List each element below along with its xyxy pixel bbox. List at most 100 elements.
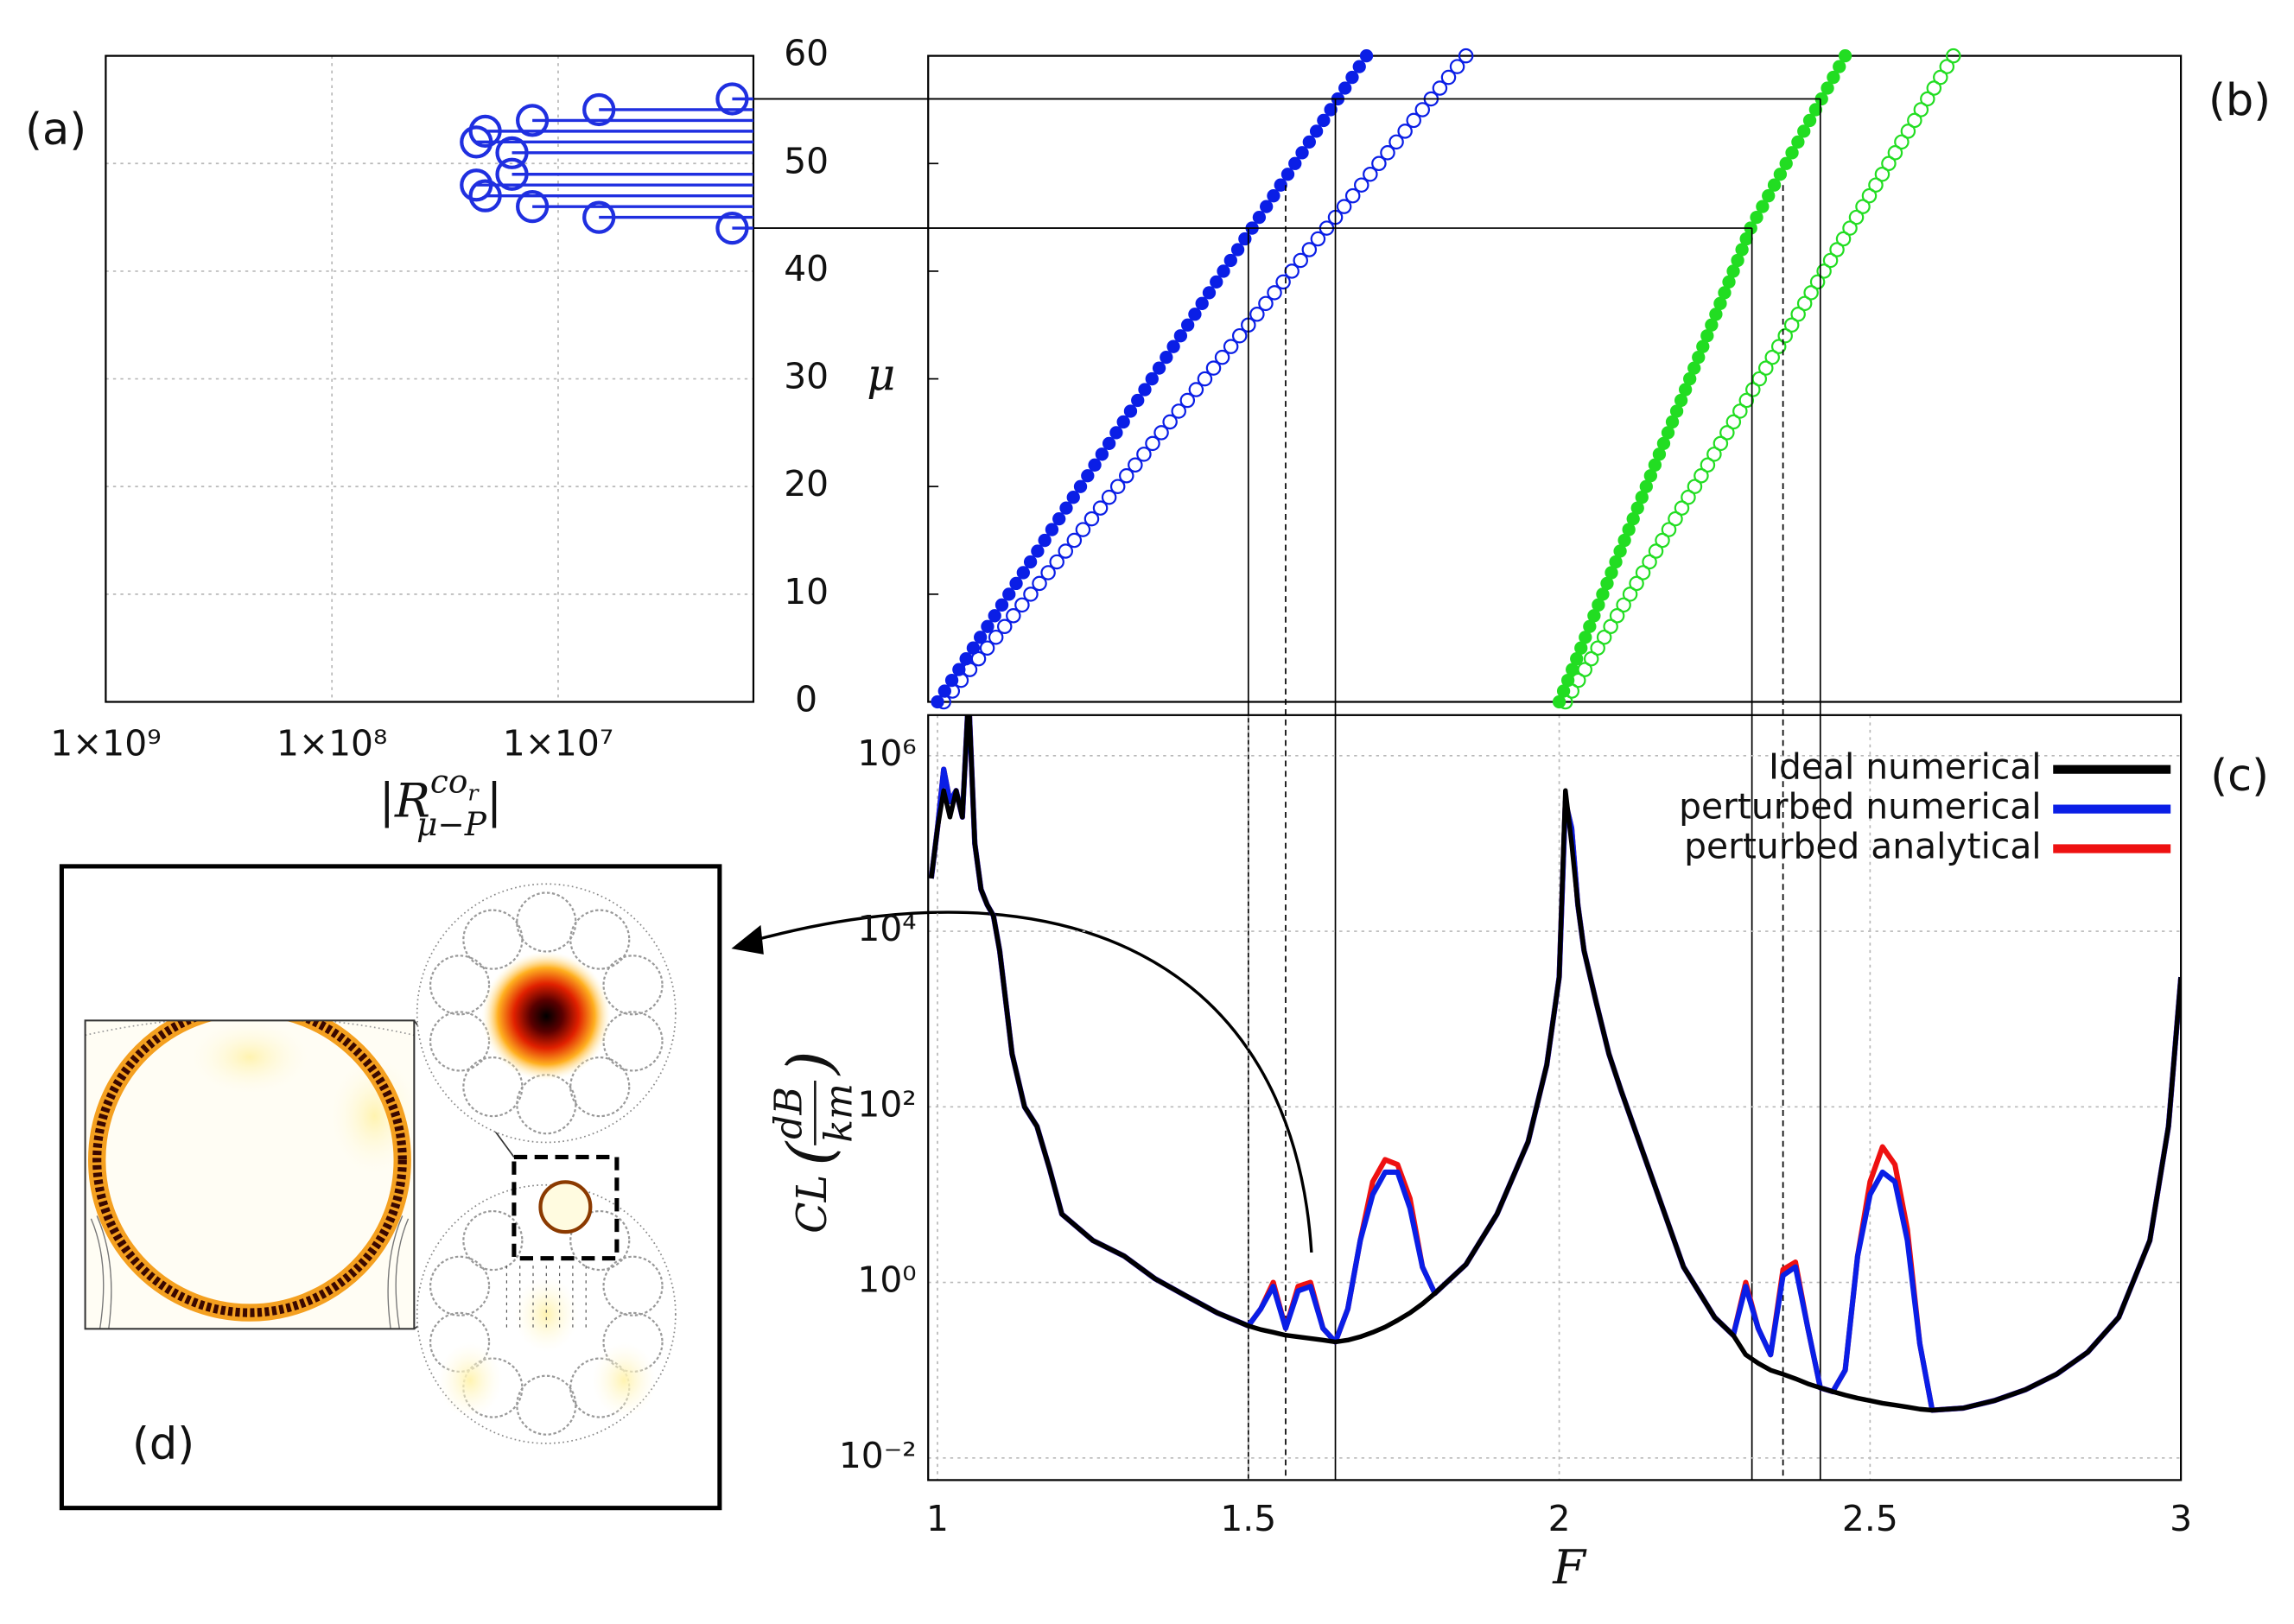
point — [1700, 329, 1714, 343]
fundamental-mode — [481, 951, 612, 1082]
y-tick-label: 10⁻² — [839, 1435, 917, 1476]
point — [1779, 156, 1793, 170]
point — [1835, 231, 1852, 247]
point — [1301, 242, 1318, 257]
point — [1596, 587, 1610, 601]
point — [1648, 458, 1662, 472]
x-tick-label: 3 — [2170, 1498, 2192, 1539]
point — [962, 662, 978, 677]
point — [1783, 317, 1800, 333]
point — [1630, 501, 1644, 515]
point — [1123, 404, 1138, 418]
point — [1939, 59, 1955, 74]
point — [1180, 318, 1195, 332]
x-tick-label: 2.5 — [1842, 1498, 1898, 1539]
point — [1406, 112, 1421, 129]
point — [1622, 523, 1636, 536]
point — [1210, 275, 1223, 289]
point — [1223, 339, 1239, 354]
point — [1317, 113, 1331, 128]
point — [1609, 608, 1625, 624]
point — [1109, 479, 1126, 494]
point — [937, 684, 951, 698]
point — [1596, 629, 1612, 645]
y-tick-label: 50 — [784, 140, 829, 181]
point — [1583, 650, 1599, 667]
point — [1440, 69, 1457, 86]
point — [1881, 155, 1897, 172]
y-tick-label: 30 — [784, 356, 829, 397]
point — [1770, 339, 1787, 354]
point — [1577, 662, 1592, 677]
stem-marker — [582, 92, 616, 127]
stem-marker — [460, 168, 493, 202]
point — [1705, 318, 1719, 332]
point — [1713, 296, 1727, 310]
point — [1052, 511, 1066, 526]
point — [1288, 156, 1302, 170]
stem-marker — [460, 125, 493, 159]
stem-marker — [715, 211, 749, 245]
point — [1179, 392, 1196, 409]
point — [1354, 177, 1369, 193]
point — [1002, 587, 1016, 601]
x-tick-label: 1×10⁸ — [276, 723, 387, 764]
point — [1655, 532, 1670, 549]
point — [1629, 575, 1644, 592]
point — [1674, 393, 1688, 408]
point — [1166, 339, 1180, 353]
plot-frame — [105, 54, 755, 703]
point — [1016, 566, 1030, 580]
y-axis-label-part: CL — [789, 1175, 836, 1234]
point — [1345, 70, 1359, 85]
point — [1579, 631, 1592, 644]
point — [1592, 598, 1605, 612]
fiber-tube — [462, 909, 524, 970]
panel-label: (d) — [132, 1418, 194, 1469]
point — [1665, 415, 1680, 429]
fiber-tube — [462, 1357, 524, 1418]
point — [1605, 566, 1618, 580]
y-axis-label-part: dB — [767, 1087, 811, 1139]
ring-field — [92, 1020, 407, 1317]
point — [1023, 555, 1038, 569]
arrow-head — [731, 924, 764, 955]
y-tick-label: 10⁰ — [857, 1259, 916, 1301]
data-line — [929, 714, 2182, 1413]
point — [1344, 187, 1361, 204]
point — [1570, 672, 1586, 688]
point — [1564, 683, 1580, 699]
point — [1668, 511, 1683, 527]
y-tick-label: 10 — [784, 571, 829, 612]
point — [1059, 501, 1073, 515]
point — [1092, 500, 1109, 516]
point — [1635, 491, 1649, 504]
point — [1359, 48, 1374, 63]
point — [1719, 425, 1735, 441]
point — [1006, 608, 1021, 624]
point — [1773, 168, 1788, 181]
point — [1009, 576, 1023, 591]
point — [1920, 91, 1935, 107]
point — [1188, 382, 1204, 397]
point — [1642, 554, 1657, 570]
point — [1726, 264, 1740, 278]
point — [1363, 166, 1378, 182]
field-glow — [190, 1020, 308, 1094]
point — [1868, 177, 1884, 193]
point — [1600, 576, 1614, 591]
point — [1762, 189, 1776, 203]
panel-label: (b) — [2208, 75, 2271, 126]
point — [979, 640, 995, 656]
point — [1260, 200, 1274, 213]
legend-label: perturbed analytical — [1684, 825, 2042, 866]
panel-label: (c) — [2210, 751, 2269, 802]
neighbour-edge — [90, 1215, 112, 1329]
point — [1808, 103, 1823, 117]
stem-marker — [516, 104, 550, 137]
point — [1696, 339, 1710, 353]
point — [1075, 522, 1091, 537]
legend-label: perturbed numerical — [1679, 786, 2042, 828]
cladding-edge — [85, 1020, 415, 1037]
y-axis-label-part: ) — [774, 1050, 846, 1076]
